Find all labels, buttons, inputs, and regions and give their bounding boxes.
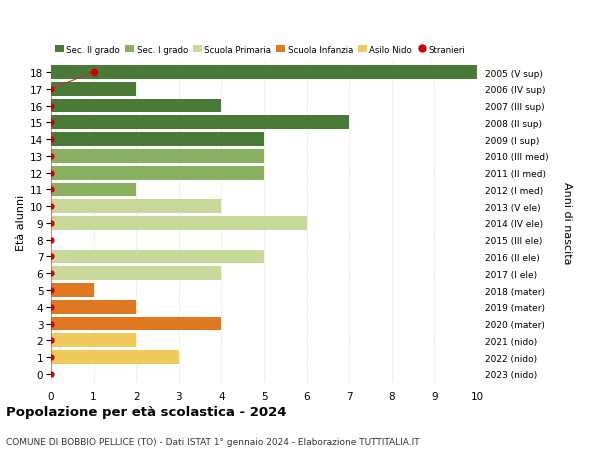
Bar [51, 166, 264, 180]
Bar [51, 83, 136, 96]
Bar [51, 250, 264, 264]
Bar [51, 334, 136, 347]
Bar [51, 183, 136, 197]
Bar [51, 217, 307, 230]
Bar [51, 267, 221, 280]
Bar [51, 150, 264, 163]
Bar [51, 66, 477, 80]
Text: Popolazione per età scolastica - 2024: Popolazione per età scolastica - 2024 [6, 405, 287, 419]
Legend: Sec. II grado, Sec. I grado, Scuola Primaria, Scuola Infanzia, Asilo Nido, Stran: Sec. II grado, Sec. I grado, Scuola Prim… [55, 45, 465, 55]
Bar [51, 284, 94, 297]
Bar [51, 100, 221, 113]
Y-axis label: Età alunni: Età alunni [16, 195, 26, 251]
Text: COMUNE DI BOBBIO PELLICE (TO) - Dati ISTAT 1° gennaio 2024 - Elaborazione TUTTIT: COMUNE DI BOBBIO PELLICE (TO) - Dati IST… [6, 437, 419, 446]
Bar [51, 200, 221, 213]
Bar [51, 317, 221, 331]
Y-axis label: Anni di nascita: Anni di nascita [562, 181, 572, 264]
Bar [51, 351, 179, 364]
Bar [51, 116, 349, 130]
Bar [51, 300, 136, 314]
Bar [51, 133, 264, 146]
